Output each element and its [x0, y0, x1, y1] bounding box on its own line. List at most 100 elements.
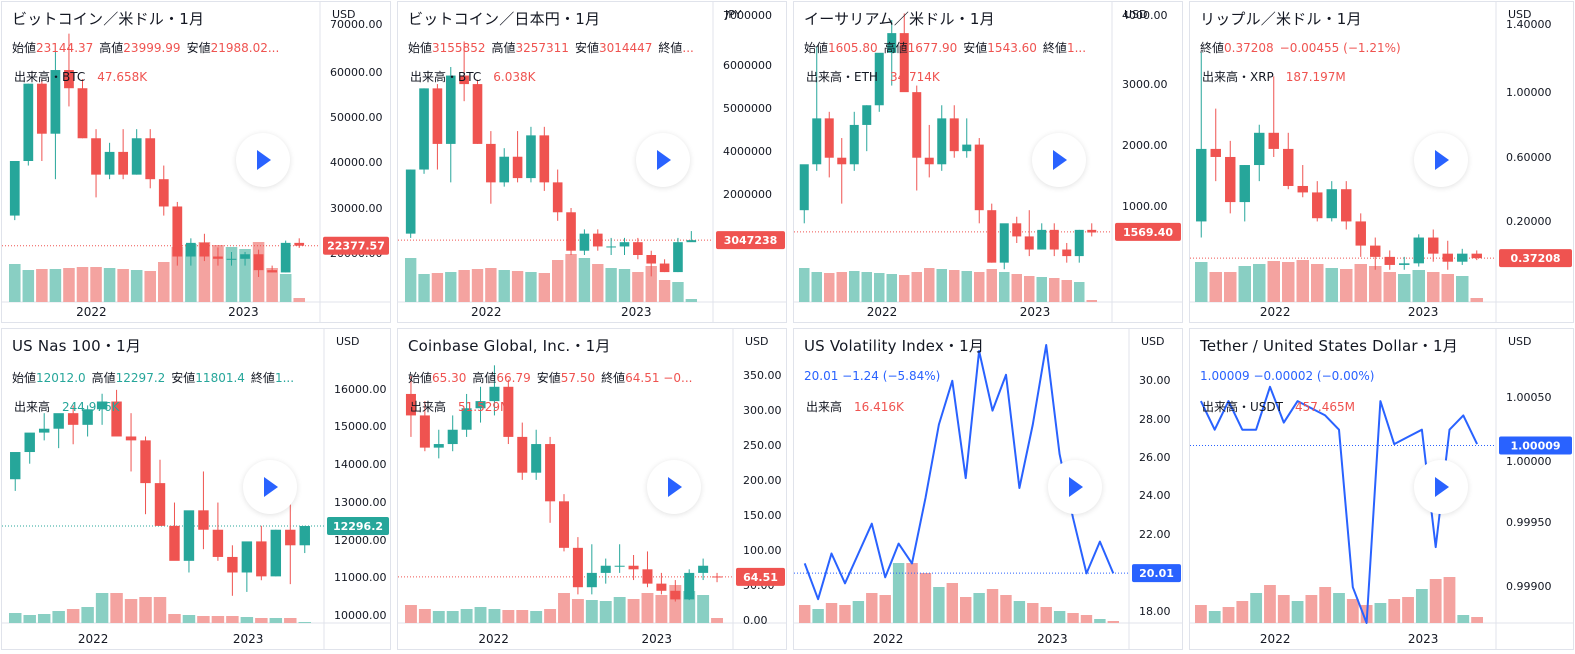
- ohlc-key: 安値: [536, 371, 561, 385]
- ohlc-key: 終値: [601, 371, 626, 385]
- volume-key: 出来高: [410, 400, 447, 414]
- price-axis-tick: 0.20000: [1506, 215, 1552, 228]
- candle-body: [96, 401, 108, 410]
- candle-body: [812, 118, 822, 165]
- ohlc-value: 12297.2: [115, 371, 166, 385]
- candle-body: [824, 118, 834, 158]
- candle-body: [1355, 221, 1366, 246]
- currency-label: USD: [1124, 8, 1148, 21]
- play-icon[interactable]: [636, 133, 690, 187]
- currency-label: USD: [1141, 335, 1165, 348]
- volume-bar: [973, 593, 985, 623]
- volume-bar: [1236, 601, 1249, 623]
- chart-panel[interactable]: 1.40000 1.00000 0.60000 0.20000 0.37208 2022 2…: [1189, 1, 1574, 323]
- chart-panel[interactable]: 4000.00 3000.00 2000.00 1000.00 1569.40 2022 2…: [793, 1, 1183, 323]
- candle-body: [1074, 229, 1084, 257]
- candle-body: [1062, 249, 1072, 257]
- last-price-badge: [1499, 436, 1572, 455]
- volume-bar: [1456, 276, 1469, 302]
- candle-body: [213, 256, 223, 259]
- candle-body: [1049, 229, 1059, 250]
- chart-panel[interactable]: 350.00300.00250.00200.00150.00100.0050.0…: [397, 328, 787, 650]
- ohlc-value: 11801.4: [195, 371, 245, 385]
- volume-value: 16.416K: [854, 400, 904, 414]
- last-price-badge: [1499, 249, 1572, 268]
- price-axis-tick: 10000.00: [334, 609, 387, 622]
- chart-panel[interactable]: 30.0028.0026.0024.0022.0020.0018.0020.01…: [793, 328, 1183, 650]
- volume-bar: [899, 275, 910, 302]
- ohlc-value: ...: [682, 41, 694, 55]
- candle-body: [912, 92, 922, 158]
- price-axis-tick: 15000.00: [334, 420, 387, 433]
- price-axis-tick: 1000.00: [1122, 200, 1168, 213]
- volume-bar: [9, 264, 21, 302]
- volume-bar: [153, 597, 167, 623]
- play-icon[interactable]: [1048, 460, 1102, 514]
- volume-bar: [1282, 262, 1295, 302]
- candle-body: [125, 436, 137, 441]
- time-axis-label: 2023: [228, 305, 259, 319]
- volume-readout: 出来高 51.529M: [410, 398, 510, 415]
- play-icon[interactable]: [1414, 460, 1468, 514]
- play-icon[interactable]: [236, 133, 290, 187]
- volume-bar: [1253, 264, 1266, 302]
- chart-panel[interactable]: 70000.00 60000.00 50000.00 40000.00 30000.00…: [1, 1, 391, 323]
- volume-readout: 出来高・ETH 34.714K: [806, 68, 940, 85]
- chart-canvas[interactable]: 4000.00 3000.00 2000.00 1000.00 1569.40 2022 2…: [794, 2, 1183, 323]
- play-icon[interactable]: [647, 460, 701, 514]
- chart-canvas[interactable]: 16000.00 15000.00 14000.00 13000.00 12000.00…: [2, 329, 391, 650]
- volume-bar: [530, 611, 543, 623]
- candle-body: [837, 157, 847, 165]
- volume-bar: [1267, 261, 1280, 302]
- volume-bar: [824, 273, 835, 302]
- ohlc-value: 3257311: [515, 41, 569, 55]
- candle-body: [924, 157, 934, 165]
- candle-body: [1370, 245, 1381, 257]
- volume-bar: [911, 272, 922, 302]
- chart-panel[interactable]: 7000000 6000000 5000000 4000000 2000000 30472…: [397, 1, 787, 323]
- volume-value: 34.714K: [889, 70, 940, 84]
- candle-body: [50, 70, 61, 134]
- candle-body: [169, 525, 180, 561]
- volume-bar: [502, 610, 515, 623]
- volume-bar: [711, 618, 723, 623]
- ohlc-readout: 始値65.30 高値66.79 安値57.50 終値64.51 −0...: [408, 369, 729, 386]
- volume-bar: [618, 269, 631, 302]
- chart-canvas[interactable]: 1.40000 1.00000 0.60000 0.20000 0.37208 2022 2…: [1190, 2, 1574, 323]
- candle-body: [1087, 229, 1097, 233]
- candle-body: [1399, 263, 1410, 265]
- play-icon[interactable]: [1414, 133, 1468, 187]
- candle-body: [517, 436, 528, 473]
- ohlc-readout: 始値1605.80 高値1677.90 安値1543.60 終値1...: [804, 39, 1108, 56]
- chart-canvas[interactable]: 7000000 6000000 5000000 4000000 2000000 30472…: [398, 2, 787, 323]
- candle-body: [937, 118, 947, 165]
- volume-bar: [144, 271, 156, 302]
- volume-key: 出来高・XRP: [1202, 70, 1274, 84]
- price-axis-tick: 50000.00: [330, 111, 383, 124]
- chart-panel[interactable]: 16000.00 15000.00 14000.00 13000.00 12000.00…: [1, 328, 391, 650]
- chart-panel[interactable]: 1.00050 1.00000 0.99950 0.99900 1.00009 2022 2…: [1189, 328, 1574, 650]
- ohlc-value: 21988.02...: [210, 41, 280, 55]
- candle-body: [140, 440, 151, 484]
- volume-bar: [293, 298, 305, 302]
- volume-bar: [1388, 599, 1401, 623]
- candle-body: [64, 70, 74, 89]
- chart-canvas[interactable]: 70000.00 60000.00 50000.00 40000.00 30000.00…: [2, 2, 391, 323]
- play-icon[interactable]: [1032, 133, 1086, 187]
- candle-body: [670, 590, 681, 600]
- chart-canvas[interactable]: 1.00050 1.00000 0.99950 0.99900 1.00009 2022 2…: [1190, 329, 1574, 650]
- candle-body: [503, 386, 514, 437]
- price-axis-tick: 28.00: [1139, 413, 1171, 426]
- volume-bar: [825, 603, 838, 623]
- volume-bar: [552, 260, 564, 302]
- candle-body: [489, 386, 500, 402]
- chart-canvas[interactable]: 350.00300.00250.00200.00150.00100.0050.0…: [398, 329, 787, 650]
- candle-body: [1254, 132, 1265, 166]
- volume-bar: [1067, 613, 1079, 623]
- time-axis-label: 2022: [76, 305, 107, 319]
- chart-canvas[interactable]: 30.0028.0026.0024.0022.0020.0018.0020.01…: [794, 329, 1183, 650]
- volume-bar: [1074, 282, 1085, 302]
- volume-bar: [1333, 593, 1345, 623]
- play-icon[interactable]: [243, 460, 297, 514]
- volume-bar: [613, 597, 626, 623]
